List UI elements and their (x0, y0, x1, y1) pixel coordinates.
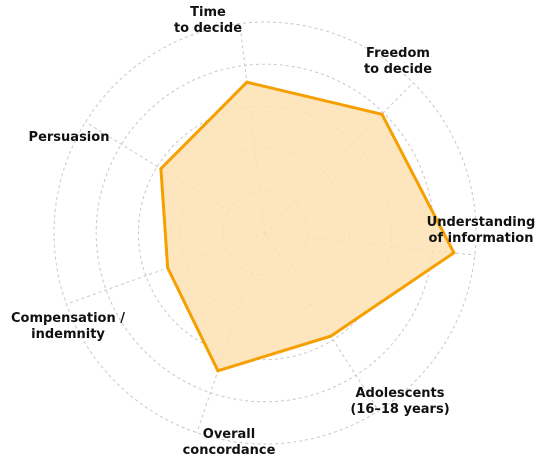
axis-label-line: Overall (203, 427, 255, 442)
grid-spoke (196, 232, 266, 433)
axis-label: Freedom to decide (364, 46, 432, 77)
grid-ring (53, 21, 477, 445)
axis-label: Understanding of information (427, 215, 536, 246)
data-point (216, 369, 220, 373)
axis-label: Persuasion (29, 130, 110, 145)
axis-label-line: Time (190, 5, 226, 20)
axis-label: Compensation / indemnity (11, 311, 125, 342)
series-polygon (159, 80, 456, 373)
data-point (380, 112, 384, 116)
axis-label-line: Compensation / (11, 311, 125, 326)
grid-spoke (66, 232, 266, 305)
axis-label: Time to decide (174, 5, 242, 36)
axis-label-line: (16–18 years) (350, 402, 449, 417)
axis-label-line: to decide (364, 62, 432, 77)
grid-spoke (239, 23, 266, 234)
data-point (159, 167, 163, 171)
axis-label-line: Persuasion (29, 130, 110, 145)
axis-label-line: concordance (183, 443, 276, 458)
grid-spoke (264, 82, 414, 234)
data-point (329, 334, 333, 338)
axis-label-line: Freedom (366, 46, 430, 61)
data-point (452, 251, 456, 255)
radar-series (159, 80, 456, 373)
axis-label-line: to decide (174, 21, 242, 36)
axis-label: Overall concordance (183, 427, 276, 458)
axis-label-line: indemnity (31, 327, 105, 342)
axis-label-line: of information (429, 231, 534, 246)
axis-label-line: Understanding (427, 215, 536, 230)
grid-spoke (85, 121, 266, 234)
axis-label-line: Adolescents (355, 386, 444, 401)
axis-labels: Understanding of information Adolescents (1… (11, 5, 535, 458)
data-point (245, 80, 249, 84)
grid-spoke (264, 232, 380, 412)
data-point (166, 266, 170, 270)
axis-label: Adolescents (16–18 years) (350, 386, 449, 417)
